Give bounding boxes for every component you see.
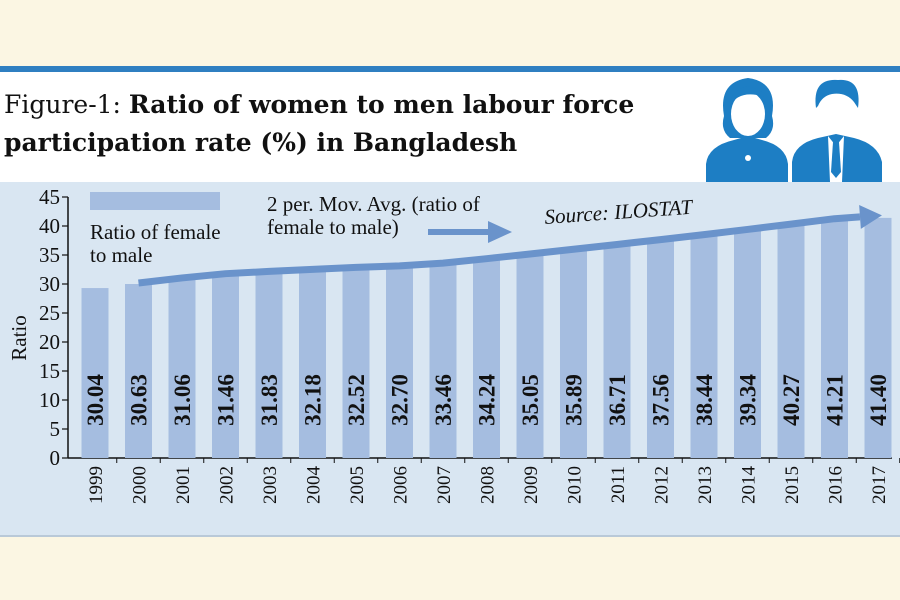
y-tick-label: 35 xyxy=(39,243,60,267)
bar xyxy=(429,263,457,458)
legend-bar-swatch xyxy=(90,192,220,210)
bar xyxy=(168,277,196,458)
source-note: Source: ILOSTAT xyxy=(544,195,695,229)
x-tick-label: 2016 xyxy=(826,466,847,504)
bar-data-label: 35.05 xyxy=(518,374,543,426)
y-tick-label: 15 xyxy=(39,359,60,383)
legend-bar-label-line1: Ratio of female xyxy=(90,220,221,244)
x-tick-label: 2008 xyxy=(478,466,499,504)
x-tick-label: 2017 xyxy=(869,466,890,504)
x-tick-label: 2010 xyxy=(565,466,586,504)
bar-data-label: 40.27 xyxy=(779,374,804,426)
y-tick-label: 30 xyxy=(39,272,60,296)
bar-data-label: 36.71 xyxy=(605,374,630,426)
bar-data-label: 32.52 xyxy=(344,374,369,426)
y-tick-label: 20 xyxy=(39,330,60,354)
header-accent-line xyxy=(0,66,900,72)
top-band xyxy=(0,0,900,66)
bar xyxy=(690,235,718,458)
bar xyxy=(473,259,500,458)
bar xyxy=(342,269,370,458)
bar xyxy=(864,217,892,458)
title-line-2: participation rate (%) in Bangladesh xyxy=(4,128,518,157)
bar-data-label: 41.21 xyxy=(823,374,848,426)
x-tick-label: 2000 xyxy=(130,466,151,504)
bar xyxy=(255,273,283,458)
x-tick-label: 2004 xyxy=(304,466,325,505)
x-tick-label: 2013 xyxy=(695,466,716,504)
moving-average-arrowhead xyxy=(859,204,882,229)
bar-data-label: 39.34 xyxy=(736,374,761,426)
bar xyxy=(516,254,544,458)
bar-data-label: 31.83 xyxy=(257,374,282,426)
title-prefix: Figure-1: xyxy=(4,90,121,119)
moving-average-series xyxy=(138,204,882,287)
bar-data-label: 31.46 xyxy=(214,374,239,426)
x-tick-label: 2014 xyxy=(739,466,760,505)
bar-data-label: 34.24 xyxy=(475,374,500,426)
bar xyxy=(603,245,631,458)
bars: 30.04 30.63 31.06 31.46 31.83 32.18 32.52 32.70… xyxy=(81,217,892,458)
bar xyxy=(212,275,239,458)
bar xyxy=(560,249,587,458)
x-tick-label: 2015 xyxy=(782,466,803,504)
bar xyxy=(734,229,761,458)
bar-data-label: 32.70 xyxy=(388,374,413,426)
bottom-rule xyxy=(0,535,900,537)
bar xyxy=(386,268,413,458)
bar xyxy=(777,224,805,458)
bar xyxy=(299,271,326,458)
x-tick-label: 2012 xyxy=(652,466,673,504)
bar-data-label: 38.44 xyxy=(692,374,717,426)
people-illustration xyxy=(706,78,882,182)
y-tick-label: 40 xyxy=(39,214,60,238)
legend: Ratio of female to male 2 per. Mov. Avg.… xyxy=(90,192,512,267)
x-tick-label: 1999 xyxy=(86,466,107,504)
legend-bar-label-line2: to male xyxy=(90,243,152,267)
x-axis-labels: 1999 2000 2001 2002 2003 2004 2005 2006 2007 2008… xyxy=(86,458,900,504)
y-tick-label: 10 xyxy=(39,388,60,412)
x-tick-label: 2006 xyxy=(391,466,412,504)
bar xyxy=(821,218,848,458)
y-tick-label: 0 xyxy=(50,446,61,470)
y-tick-label: 45 xyxy=(39,185,60,209)
y-tick-label: 25 xyxy=(39,301,60,325)
bar-data-label: 30.04 xyxy=(83,374,108,426)
x-tick-label: 2009 xyxy=(521,466,542,504)
title-line-1: Ratio of women to men labour force xyxy=(128,90,635,119)
moving-average-line xyxy=(138,213,861,287)
x-tick-label: 2011 xyxy=(608,466,629,503)
bar xyxy=(125,284,152,458)
bar-data-label: 41.40 xyxy=(866,374,891,426)
y-tick-label: 5 xyxy=(50,417,61,441)
x-tick-label: 2001 xyxy=(173,466,194,504)
y-axis-label: Ratio xyxy=(7,315,31,361)
bar-data-label: 31.06 xyxy=(170,374,195,426)
bar xyxy=(81,288,109,458)
chart-title: Figure-1: Ratio of women to men labour f… xyxy=(4,86,694,162)
bar-data-label: 35.89 xyxy=(562,374,587,426)
man-icon xyxy=(792,79,882,182)
bar xyxy=(647,240,674,458)
bar-data-label: 37.56 xyxy=(649,374,674,426)
legend-avg-label-line1: 2 per. Mov. Avg. (ratio of xyxy=(267,192,480,216)
x-tick-label: 2007 xyxy=(434,466,455,504)
x-tick-label: 2003 xyxy=(260,466,281,504)
bar-data-label: 33.46 xyxy=(431,374,456,426)
woman-icon xyxy=(706,78,788,182)
x-tick-label: 2002 xyxy=(217,466,238,504)
bar-data-label: 30.63 xyxy=(127,374,152,426)
x-tick-label: 2005 xyxy=(347,466,368,504)
legend-avg-label-line2: female to male) xyxy=(267,215,399,239)
bar-data-label: 32.18 xyxy=(301,374,326,426)
legend-avg-arrow xyxy=(428,221,512,243)
